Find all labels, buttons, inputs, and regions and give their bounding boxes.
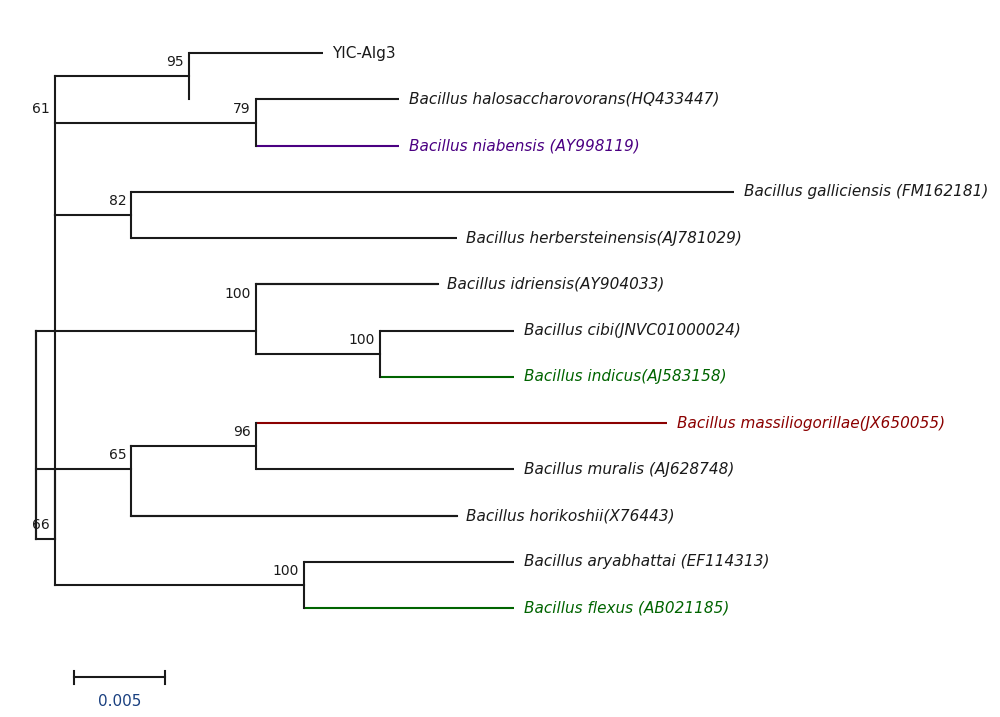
Text: Bacillus indicus(AJ583158): Bacillus indicus(AJ583158) [524, 369, 726, 384]
Text: Bacillus idriensis(AY904033): Bacillus idriensis(AY904033) [447, 277, 664, 292]
Text: YIC-Alg3: YIC-Alg3 [332, 46, 396, 61]
Text: Bacillus halosaccharovorans(HQ433447): Bacillus halosaccharovorans(HQ433447) [409, 92, 719, 107]
Text: 95: 95 [166, 55, 184, 70]
Text: Bacillus aryabhattai (EF114313): Bacillus aryabhattai (EF114313) [524, 554, 769, 569]
Text: Bacillus niabensis (AY998119): Bacillus niabensis (AY998119) [409, 138, 640, 153]
Text: Bacillus herbersteinensis(AJ781029): Bacillus herbersteinensis(AJ781029) [466, 231, 742, 246]
Text: 65: 65 [109, 448, 127, 462]
Text: 61: 61 [32, 102, 50, 115]
Text: Bacillus muralis (AJ628748): Bacillus muralis (AJ628748) [524, 462, 734, 477]
Text: 82: 82 [109, 194, 127, 208]
Text: Bacillus cibi(JNVC01000024): Bacillus cibi(JNVC01000024) [524, 323, 740, 338]
Text: Bacillus horikoshii(X76443): Bacillus horikoshii(X76443) [466, 508, 675, 523]
Text: 0.005: 0.005 [98, 693, 142, 708]
Text: Bacillus galliciensis (FM162181): Bacillus galliciensis (FM162181) [744, 184, 988, 199]
Text: Bacillus massiliogorillae(JX650055): Bacillus massiliogorillae(JX650055) [677, 416, 945, 431]
Text: 79: 79 [233, 102, 251, 115]
Text: 96: 96 [233, 425, 251, 440]
Text: 100: 100 [225, 287, 251, 300]
Text: 100: 100 [272, 564, 299, 578]
Text: 100: 100 [349, 333, 375, 347]
Text: 66: 66 [32, 518, 50, 532]
Text: Bacillus flexus (AB021185): Bacillus flexus (AB021185) [524, 601, 729, 616]
